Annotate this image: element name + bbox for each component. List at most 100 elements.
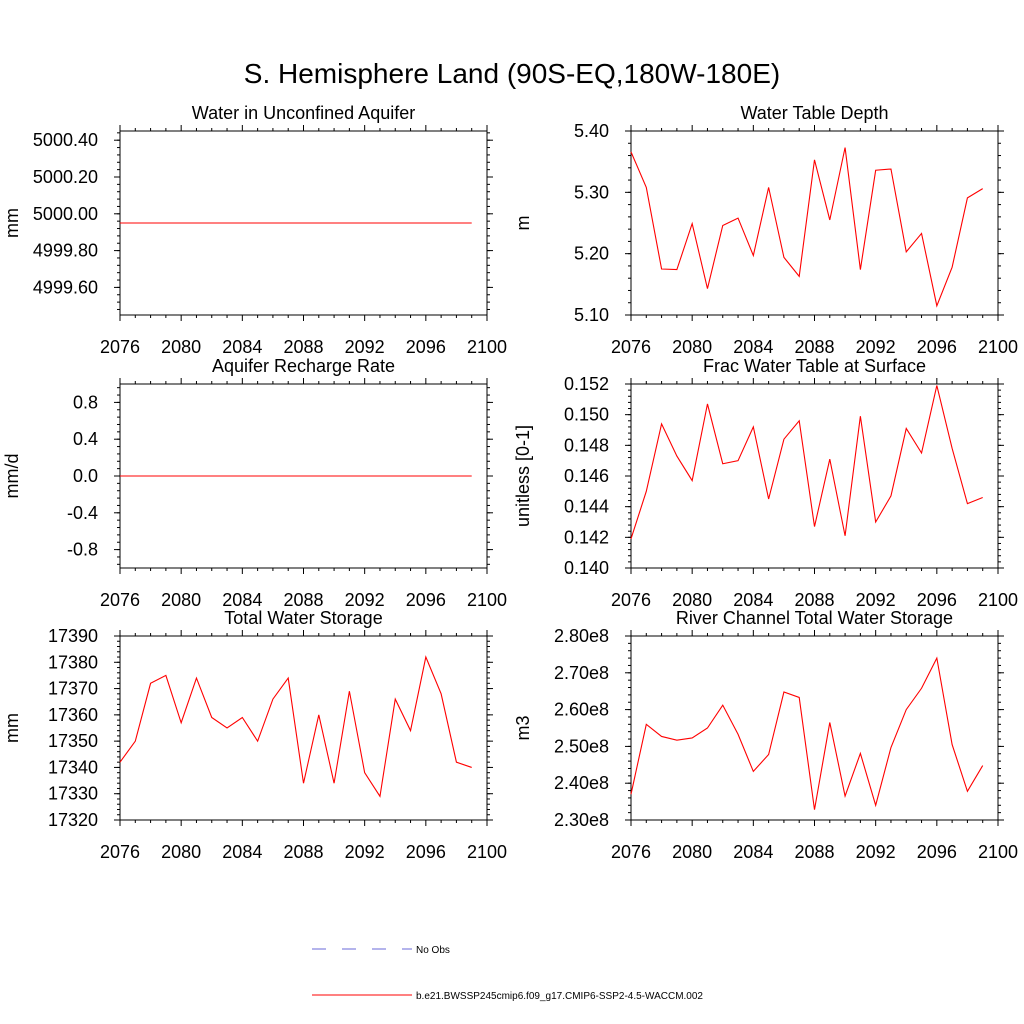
x-tick-label: 2096 <box>406 842 446 862</box>
x-tick-label: 2080 <box>161 337 201 357</box>
y-axis-label: m3 <box>513 715 533 740</box>
panels: Water in Unconfined Aquifer mm 2076 2080 208… <box>2 103 1018 862</box>
x-tick-label: 2096 <box>917 842 957 862</box>
x-tick-label: 2096 <box>406 337 446 357</box>
legend: No Obs b.e21.BWSSP245cmip6.f09_g17.CMIP6… <box>312 945 703 1002</box>
x-tick-label: 2084 <box>733 590 773 610</box>
x-tick-label: 2092 <box>856 337 896 357</box>
x-tick-label: 2092 <box>345 842 385 862</box>
panel-2: Water Table Depth m 2076 2080 2084 2088 2092 20… <box>513 103 1018 357</box>
x-tick-label: 2088 <box>794 590 834 610</box>
plot-frame <box>119 635 488 821</box>
y-tick-label: 0.0 <box>73 466 98 486</box>
x-tick-label: 2076 <box>611 842 651 862</box>
series-line <box>119 655 472 798</box>
x-tick-label: 2088 <box>283 842 323 862</box>
x-tick-label: 2088 <box>794 842 834 862</box>
x-tick-label: 2088 <box>794 337 834 357</box>
x-tick-label: 2092 <box>345 590 385 610</box>
x-tick-label: 2092 <box>856 590 896 610</box>
y-tick-label: 0.8 <box>73 392 98 412</box>
x-tick-label: 2100 <box>978 842 1018 862</box>
y-axis-label: unitless [0-1] <box>513 425 533 527</box>
y-tick-label: 5000.00 <box>33 204 98 224</box>
y-tick-label: 0.150 <box>564 405 609 425</box>
y-tick-label: 5.20 <box>574 244 609 264</box>
y-tick-label: 17390 <box>48 626 98 646</box>
x-tick-label: 2088 <box>283 337 323 357</box>
y-tick-label: 5000.20 <box>33 167 98 187</box>
y-tick-label: 2.40e8 <box>554 773 609 793</box>
y-tick-label: 17340 <box>48 757 98 777</box>
panel-4: Frac Water Table at Surface unitless [0-1… <box>513 356 1018 610</box>
y-tick-label: 2.30e8 <box>554 810 609 830</box>
x-tick-label: 2100 <box>978 590 1018 610</box>
panel-title: River Channel Total Water Storage <box>676 608 953 628</box>
y-tick-label: 17350 <box>48 731 98 751</box>
y-tick-label: 17380 <box>48 652 98 672</box>
x-tick-label: 2096 <box>917 590 957 610</box>
x-tick-label: 2092 <box>856 842 896 862</box>
figure-title: S. Hemisphere Land (90S-EQ,180W-180E) <box>244 58 780 89</box>
y-tick-label: 4999.60 <box>33 277 98 297</box>
series-line <box>630 385 983 540</box>
y-tick-label: 0.4 <box>73 429 98 449</box>
x-tick-label: 2100 <box>467 842 507 862</box>
x-tick-label: 2080 <box>672 590 712 610</box>
x-tick-label: 2076 <box>611 337 651 357</box>
x-tick-label: 2100 <box>467 337 507 357</box>
panel-title: Total Water Storage <box>224 608 382 628</box>
y-tick-label: 0.146 <box>564 466 609 486</box>
x-tick-label: 2084 <box>733 337 773 357</box>
y-tick-label: 5000.40 <box>33 130 98 150</box>
x-tick-label: 2100 <box>467 590 507 610</box>
y-tick-label: 0.152 <box>564 374 609 394</box>
x-tick-label: 2084 <box>222 842 262 862</box>
y-tick-label: 2.70e8 <box>554 663 609 683</box>
y-tick-label: 0.148 <box>564 435 609 455</box>
x-tick-label: 2080 <box>161 842 201 862</box>
y-tick-label: 5.10 <box>574 305 609 325</box>
panel-title: Water in Unconfined Aquifer <box>192 103 415 123</box>
x-tick-label: 2076 <box>100 842 140 862</box>
panel-title: Frac Water Table at Surface <box>703 356 926 376</box>
plot-frame <box>630 130 999 316</box>
y-axis-label: mm <box>2 208 22 238</box>
x-tick-label: 2080 <box>672 337 712 357</box>
x-tick-label: 2100 <box>978 337 1018 357</box>
panel-5: Total Water Storage mm 2076 2080 2084 2088 209… <box>2 608 507 862</box>
y-axis-label: m <box>513 216 533 231</box>
x-tick-label: 2076 <box>611 590 651 610</box>
y-tick-label: -0.8 <box>67 540 98 560</box>
y-tick-label: 17320 <box>48 810 98 830</box>
x-tick-label: 2084 <box>733 842 773 862</box>
x-tick-label: 2076 <box>100 590 140 610</box>
x-tick-label: 2096 <box>917 337 957 357</box>
y-tick-label: 0.142 <box>564 527 609 547</box>
x-tick-label: 2080 <box>161 590 201 610</box>
y-tick-label: 0.144 <box>564 497 609 517</box>
x-tick-label: 2084 <box>222 590 262 610</box>
x-tick-label: 2076 <box>100 337 140 357</box>
x-tick-label: 2084 <box>222 337 262 357</box>
panel-title: Aquifer Recharge Rate <box>212 356 395 376</box>
plot-frame <box>630 635 999 821</box>
legend-model-label: b.e21.BWSSP245cmip6.f09_g17.CMIP6-SSP2-4… <box>416 991 703 1002</box>
y-tick-label: 5.30 <box>574 182 609 202</box>
x-tick-label: 2096 <box>406 590 446 610</box>
y-tick-label: 5.40 <box>574 121 609 141</box>
y-tick-label: 17360 <box>48 705 98 725</box>
y-tick-label: 2.80e8 <box>554 626 609 646</box>
y-tick-label: 4999.80 <box>33 241 98 261</box>
y-tick-label: 2.60e8 <box>554 700 609 720</box>
y-tick-label: 17330 <box>48 784 98 804</box>
x-tick-label: 2088 <box>283 590 323 610</box>
x-tick-label: 2080 <box>672 842 712 862</box>
y-axis-label: mm/d <box>2 454 22 499</box>
legend-no-obs-label: No Obs <box>416 945 450 956</box>
y-tick-label: 17370 <box>48 679 98 699</box>
x-tick-label: 2092 <box>345 337 385 357</box>
series-line <box>630 656 984 810</box>
